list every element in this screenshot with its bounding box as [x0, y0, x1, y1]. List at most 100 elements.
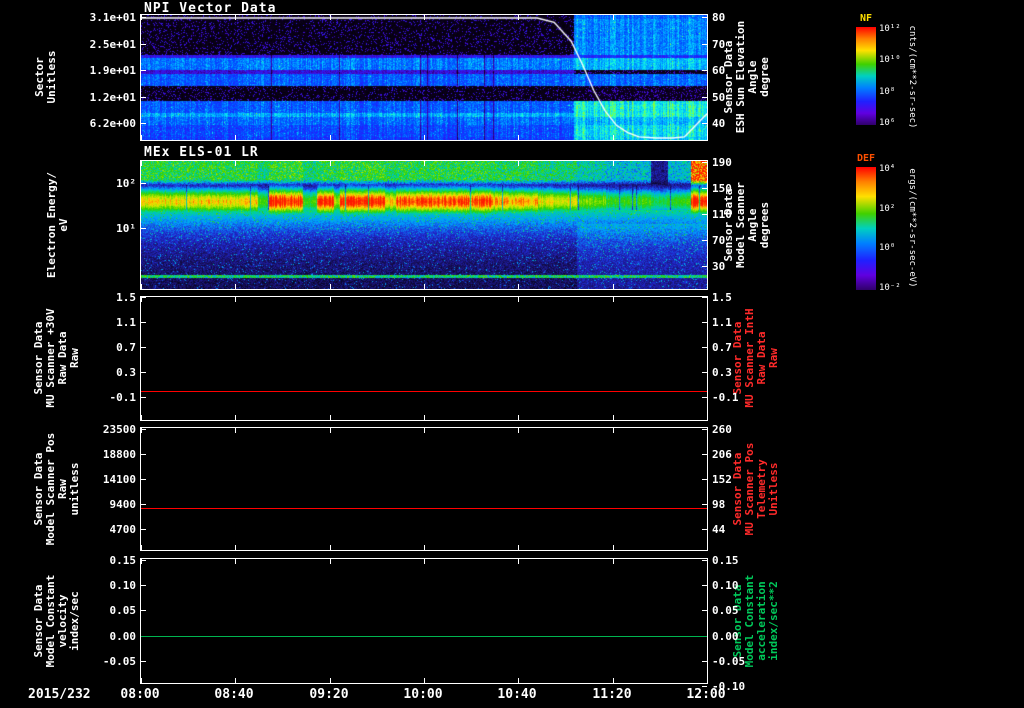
y-tick-label-left: 0.00 — [109, 629, 137, 643]
x-tick-mark — [235, 559, 236, 564]
y-tick-mark — [702, 214, 707, 215]
y-tick-mark — [141, 429, 146, 430]
y-tick-label-right: 0.10 — [712, 579, 739, 593]
colorbar-tick-label: 10¹⁰ — [879, 55, 901, 65]
y-tick-label-left: 0.15 — [109, 554, 137, 567]
x-tick-mark — [518, 678, 519, 683]
colorbar-nf-title: NF — [859, 13, 873, 24]
y-tick-mark — [702, 560, 707, 561]
x-tick-mark — [613, 428, 614, 433]
x-tick-mark — [518, 161, 519, 166]
x-tick-mark — [141, 297, 142, 302]
x-tick-mark — [424, 284, 425, 289]
x-tick-mark — [518, 415, 519, 420]
y-tick-label-left: -0.1 — [109, 391, 137, 404]
y-tick-label-right: 1.5 — [712, 291, 732, 304]
y-tick-mark — [702, 429, 707, 430]
x-tick-mark — [613, 297, 614, 302]
colorbar-def-unit: ergs/(cm**2-sr-sec-eV) — [907, 168, 917, 288]
x-tick-mark — [707, 559, 708, 564]
x-tick-mark — [235, 415, 236, 420]
colorbar-tick-label: 10⁰ — [879, 243, 896, 253]
y-tick-label-right: 0.00 — [712, 629, 739, 643]
colorbar-tick-label: 10⁸ — [879, 87, 896, 97]
y-tick-mark — [141, 661, 146, 662]
x-tick-mark — [613, 415, 614, 420]
x-tick-mark — [235, 297, 236, 302]
x-tick-mark — [707, 161, 708, 166]
y-tick-mark — [702, 529, 707, 530]
els-spectrogram-canvas — [141, 161, 707, 289]
y-tick-mark — [702, 347, 707, 348]
y-tick-mark — [702, 297, 707, 298]
y-tick-label-left: 6.2e+00 — [89, 117, 136, 130]
y-tick-label-left: 1.1 — [116, 316, 136, 329]
y-tick-label-left: 0.10 — [109, 579, 137, 593]
x-tick-mark — [235, 135, 236, 140]
x-tick-mark — [141, 428, 142, 433]
x-tick-mark — [141, 678, 142, 683]
y-tick-label-right: -0.1 — [712, 391, 739, 404]
y-tick-label-left: 10² — [116, 177, 136, 190]
y-tick-label-left: 0.3 — [116, 366, 136, 379]
x-tick-mark — [424, 678, 425, 683]
x-tick-mark — [235, 428, 236, 433]
x-tick-mark — [424, 135, 425, 140]
y-tick-mark — [141, 97, 146, 98]
y-tick-mark — [702, 266, 707, 267]
y-tick-label-right: 260 — [712, 423, 732, 436]
y-tick-label-right: -0.05 — [712, 654, 746, 668]
y-tick-mark — [141, 454, 146, 455]
x-tick-mark — [330, 297, 331, 302]
y-tick-label-right: 98 — [712, 498, 726, 511]
data-line-mu_raw — [141, 391, 707, 392]
y-tick-label-right: 70 — [712, 37, 726, 51]
x-tick-label: 10:00 — [403, 687, 443, 702]
x-tick-mark — [707, 297, 708, 302]
x-tick-mark — [424, 428, 425, 433]
colorbar-tick-label: 10⁴ — [879, 164, 896, 174]
x-tick-mark — [141, 161, 142, 166]
x-tick-mark — [424, 559, 425, 564]
y-tick-mark — [702, 479, 707, 480]
y-tick-label-left: 2.5e+01 — [89, 37, 136, 51]
npi-spectrogram-canvas — [141, 15, 707, 140]
scanner-pos-line-panel — [140, 427, 708, 551]
x-tick-mark — [424, 15, 425, 20]
x-tick-mark — [330, 161, 331, 166]
x-tick-mark — [141, 545, 142, 550]
y-tick-label-left: 10¹ — [116, 221, 136, 235]
x-tick-mark — [707, 545, 708, 550]
y-tick-label-left: 0.7 — [116, 341, 136, 354]
y-tick-label-left: -0.05 — [102, 654, 136, 668]
x-tick-mark — [518, 15, 519, 20]
y-tick-label-right: 30 — [712, 260, 726, 273]
x-tick-mark — [613, 545, 614, 550]
x-axis-date-label: 2015/232 — [28, 687, 91, 702]
y-tick-mark — [702, 610, 707, 611]
x-tick-label: 12:00 — [686, 687, 726, 702]
y-tick-mark — [702, 44, 707, 45]
x-tick-label: 09:20 — [309, 687, 349, 702]
y-tick-mark — [141, 560, 146, 561]
y-tick-mark — [141, 183, 146, 184]
y-tick-mark — [702, 70, 707, 71]
y-tick-mark — [141, 322, 146, 323]
model-const-line-panel — [140, 558, 708, 684]
y-tick-mark — [141, 70, 146, 71]
x-tick-mark — [330, 15, 331, 20]
data-line-model_const — [141, 636, 707, 637]
mu-raw-line-panel — [140, 296, 708, 421]
x-tick-mark — [613, 284, 614, 289]
x-tick-mark — [330, 428, 331, 433]
y-tick-mark — [141, 504, 146, 505]
y-tick-label-left: 1.9e+01 — [89, 64, 136, 77]
x-tick-mark — [613, 161, 614, 166]
y-tick-label-right: 60 — [712, 64, 726, 77]
x-tick-mark — [518, 135, 519, 140]
y-tick-mark — [141, 529, 146, 530]
y-tick-mark — [702, 372, 707, 373]
x-tick-mark — [613, 678, 614, 683]
y-tick-label-left: 1.2e+01 — [89, 90, 136, 104]
